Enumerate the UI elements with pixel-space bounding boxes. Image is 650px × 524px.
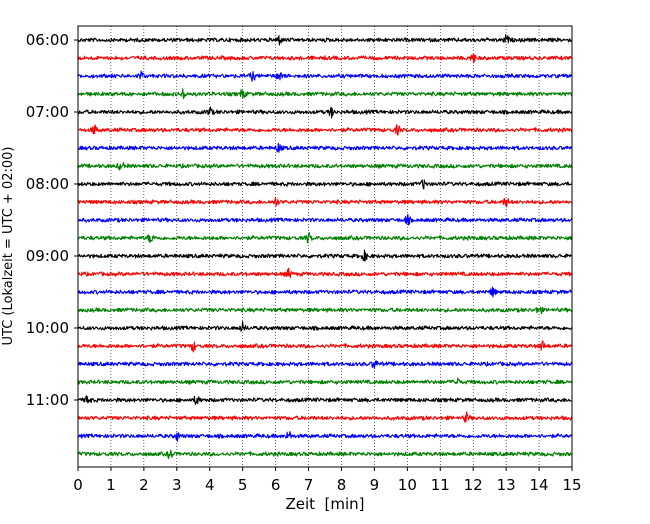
x-tick-label: 5 [238, 476, 248, 494]
seismogram-trace [77, 449, 573, 460]
x-tick-label: 1 [106, 476, 116, 494]
seismogram-trace [77, 162, 573, 171]
seismogram-trace [77, 106, 573, 119]
seismogram-trace [77, 360, 573, 369]
x-tick-label: 12 [464, 476, 483, 494]
seismogram-trace [77, 33, 573, 46]
x-tick-label: 0 [73, 476, 83, 494]
seismogram-trace [77, 340, 573, 353]
seismogram-trace [77, 431, 573, 442]
x-tick-label: 15 [562, 476, 581, 494]
seismogram-trace [77, 88, 573, 100]
seismogram-trace [77, 53, 573, 64]
x-axis-label: Zeit [min] [285, 495, 364, 513]
seismogram-trace [77, 213, 573, 226]
seismogram-trace [77, 306, 573, 315]
seismogram-trace [77, 411, 573, 423]
seismogram-trace [77, 286, 573, 298]
x-tick-label: 9 [370, 476, 380, 494]
x-tick-label: 3 [172, 476, 182, 494]
x-tick-label: 7 [304, 476, 314, 494]
x-tick-label: 13 [497, 476, 516, 494]
y-tick-label: 11:00 [26, 391, 69, 409]
y-axis-label: UTC (Lokalzeit = UTC + 02:00) [1, 147, 16, 346]
seismogram-trace [77, 70, 573, 82]
plot-frame [77, 25, 573, 468]
x-tick-label: 6 [271, 476, 281, 494]
seismogram-trace [77, 321, 573, 332]
y-tick-label: 08:00 [26, 175, 69, 193]
x-tick-label: 4 [205, 476, 215, 494]
x-tick-label: 8 [337, 476, 347, 494]
x-ticks: 0 1 2 3 4 5 6 7 8 9 10 11 12 13 14 15 [73, 467, 582, 494]
seismogram-trace [77, 196, 573, 208]
x-tick-label: 14 [530, 476, 549, 494]
trace-layer [77, 33, 573, 460]
seismogram-trace [77, 395, 573, 405]
seismogram-trace [77, 232, 573, 244]
seismogram-trace [77, 377, 573, 385]
seismogram-trace [77, 142, 573, 153]
x-tick-label: 2 [139, 476, 149, 494]
seismogram-trace [77, 267, 573, 279]
seismogram-trace [77, 249, 573, 262]
x-tick-label: 10 [398, 476, 417, 494]
x-tick-label: 11 [431, 476, 450, 494]
y-tick-label: 10:00 [26, 319, 69, 337]
y-ticks: 06:00 07:00 08:00 09:00 10:00 11:00 [26, 31, 78, 409]
y-tick-label: 06:00 [26, 31, 69, 49]
y-tick-label: 07:00 [26, 103, 69, 121]
seismogram-trace [77, 179, 573, 190]
y-tick-label: 09:00 [26, 247, 69, 265]
seismogram-trace [77, 124, 573, 136]
